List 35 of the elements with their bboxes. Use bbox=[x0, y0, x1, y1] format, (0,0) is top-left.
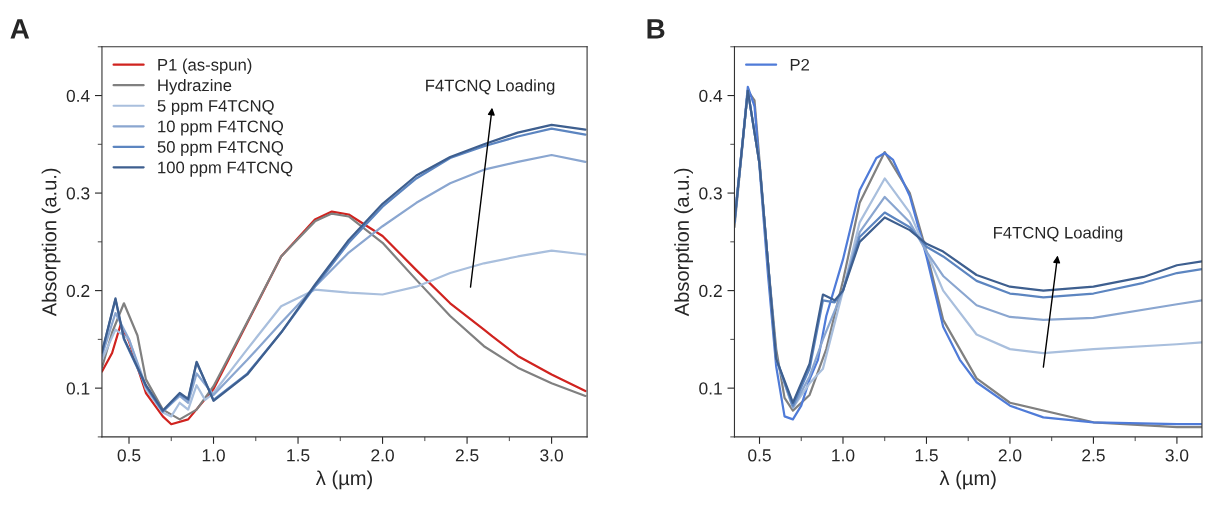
x-tick-label: 2.5 bbox=[1082, 449, 1105, 462]
chart-title: A bbox=[10, 19, 30, 39]
x-tick-label: 0.5 bbox=[748, 449, 771, 462]
legend-label: Hydrazine bbox=[158, 78, 232, 95]
x-tick-label: 2.5 bbox=[455, 449, 479, 462]
y-tick-label: 0.1 bbox=[699, 382, 722, 395]
y-tick-label: 0.2 bbox=[66, 284, 90, 298]
chart-title: B bbox=[647, 19, 665, 39]
legend-label: P1 (as-spun) bbox=[158, 58, 252, 74]
y-axis-title: Absorption (a.u.) bbox=[41, 168, 61, 317]
legend-label: 5 ppm F4TCNQ bbox=[157, 99, 274, 116]
x-tick-label: 3.0 bbox=[540, 449, 563, 462]
y-tick-label: 0.3 bbox=[66, 187, 90, 200]
y-tick-label: 0.1 bbox=[66, 382, 90, 395]
legend-label: 100 ppm F4TCNQ bbox=[158, 161, 293, 177]
y-tick-label: 0.2 bbox=[699, 284, 722, 298]
x-tick-label: 1.0 bbox=[832, 449, 855, 462]
annotation: F4TCNQ Loading bbox=[994, 226, 1123, 242]
y-tick-label: 0.3 bbox=[699, 187, 722, 200]
y-tick-label: 0.4 bbox=[699, 89, 723, 102]
y-tick-label: 0.4 bbox=[66, 89, 90, 102]
x-tick-label: 2.0 bbox=[371, 449, 394, 462]
legend-label: P2 bbox=[790, 58, 810, 71]
x-axis-title: λ (µm) bbox=[315, 470, 372, 490]
x-axis-title: λ (µm) bbox=[939, 470, 996, 490]
x-tick-label: 1.0 bbox=[202, 449, 225, 462]
legend-label: 10 ppm F4TCNQ bbox=[158, 120, 284, 136]
legend-label: 50 ppm F4TCNQ bbox=[157, 141, 284, 157]
y-axis-title: Absorption (a.u.) bbox=[674, 168, 693, 317]
x-tick-label: 3.0 bbox=[1165, 449, 1189, 462]
annotation: F4TCNQ Loading bbox=[426, 79, 555, 95]
x-tick-label: 0.5 bbox=[117, 449, 141, 462]
x-tick-label: 1.5 bbox=[915, 449, 938, 462]
x-tick-label: 1.5 bbox=[287, 449, 310, 462]
x-tick-label: 2.0 bbox=[998, 449, 1022, 462]
